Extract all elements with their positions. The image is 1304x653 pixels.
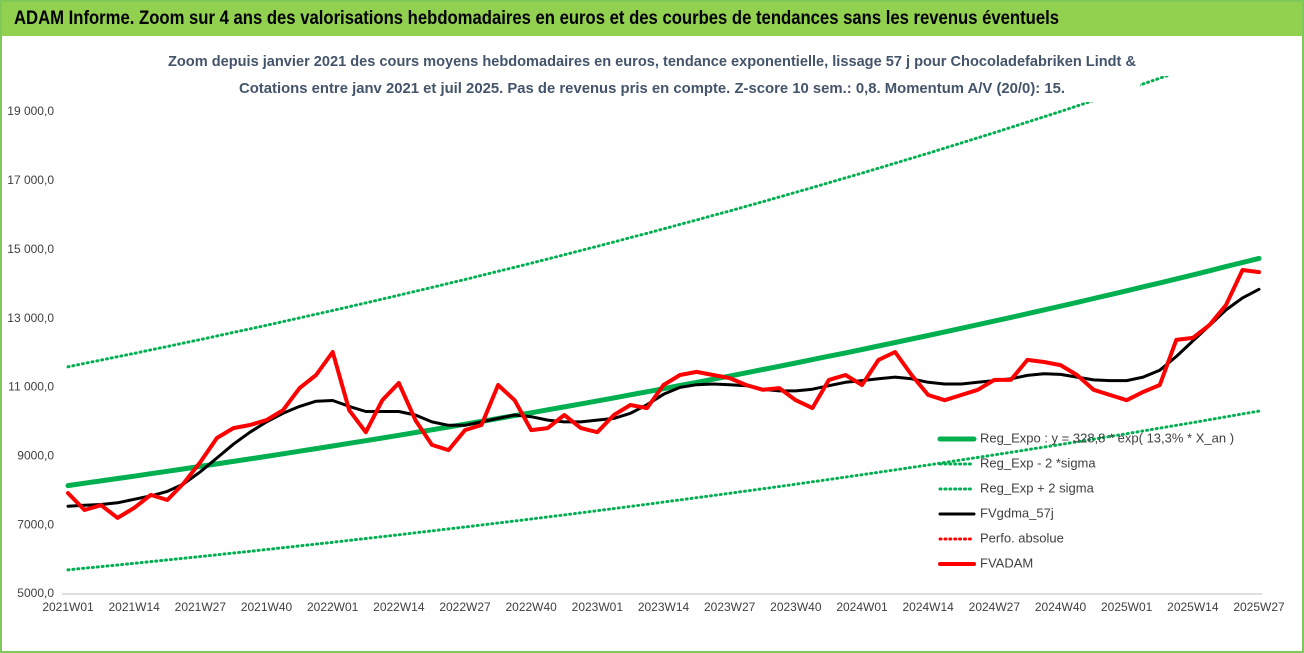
legend-label: Reg_Expo : y = 328,8 * exp( 13,3% * X_an… (980, 430, 1234, 445)
series-line (65, 255, 1262, 489)
plot-area (65, 76, 1262, 572)
chart-subtitle: Cotations entre janv 2021 et juil 2025. … (239, 80, 1065, 97)
y-tick-label: 7000,0 (17, 517, 54, 531)
x-tick-label: 2025W01 (1101, 600, 1153, 614)
x-tick-label: 2021W40 (241, 600, 293, 614)
x-tick-label: 2023W14 (638, 600, 690, 614)
x-tick-label: 2024W14 (902, 600, 954, 614)
legend-label: Reg_Exp + 2 sigma (980, 480, 1095, 495)
chart-title: Zoom depuis janvier 2021 des cours moyen… (168, 53, 1136, 70)
x-tick-label: 2023W40 (770, 600, 822, 614)
y-tick-label: 17 000,0 (7, 173, 54, 187)
y-tick-label: 5000,0 (17, 586, 54, 600)
x-tick-label: 2021W01 (42, 600, 94, 614)
y-tick-label: 13 000,0 (7, 311, 54, 325)
title-box (160, 46, 1140, 102)
x-tick-label: 2022W01 (307, 600, 359, 614)
y-tick-label: 11 000,0 (8, 380, 54, 394)
x-tick-label: 2022W40 (505, 600, 557, 614)
x-tick-label: 2024W40 (1035, 600, 1087, 614)
y-tick-label: 15 000,0 (7, 242, 54, 256)
x-tick-label: 2021W27 (175, 600, 227, 614)
x-tick-label: 2022W27 (439, 600, 491, 614)
legend-label: FVADAM (980, 555, 1033, 570)
legend-label: Perfo. absolue (980, 530, 1064, 545)
x-tick-label: 2022W14 (373, 600, 425, 614)
series-line (66, 409, 1261, 572)
x-tick-label: 2025W14 (1167, 600, 1219, 614)
y-tick-label: 9000,0 (17, 448, 54, 462)
x-tick-label: 2025W27 (1233, 600, 1285, 614)
series-line (66, 268, 1261, 520)
series-line (66, 76, 1171, 369)
y-tick-label: 19 000,0 (7, 104, 54, 118)
legend-label: Reg_Exp - 2 *sigma (980, 455, 1096, 470)
x-tick-label: 2023W01 (572, 600, 624, 614)
x-tick-label: 2024W01 (836, 600, 888, 614)
x-tick-label: 2023W27 (704, 600, 756, 614)
x-tick-label: 2024W27 (969, 600, 1021, 614)
legend-label: FVgdma_57j (980, 505, 1054, 520)
x-tick-label: 2021W14 (108, 600, 160, 614)
header-title: ADAM Informe. Zoom sur 4 ans des valoris… (14, 8, 1059, 29)
header-bar (2, 2, 1302, 36)
